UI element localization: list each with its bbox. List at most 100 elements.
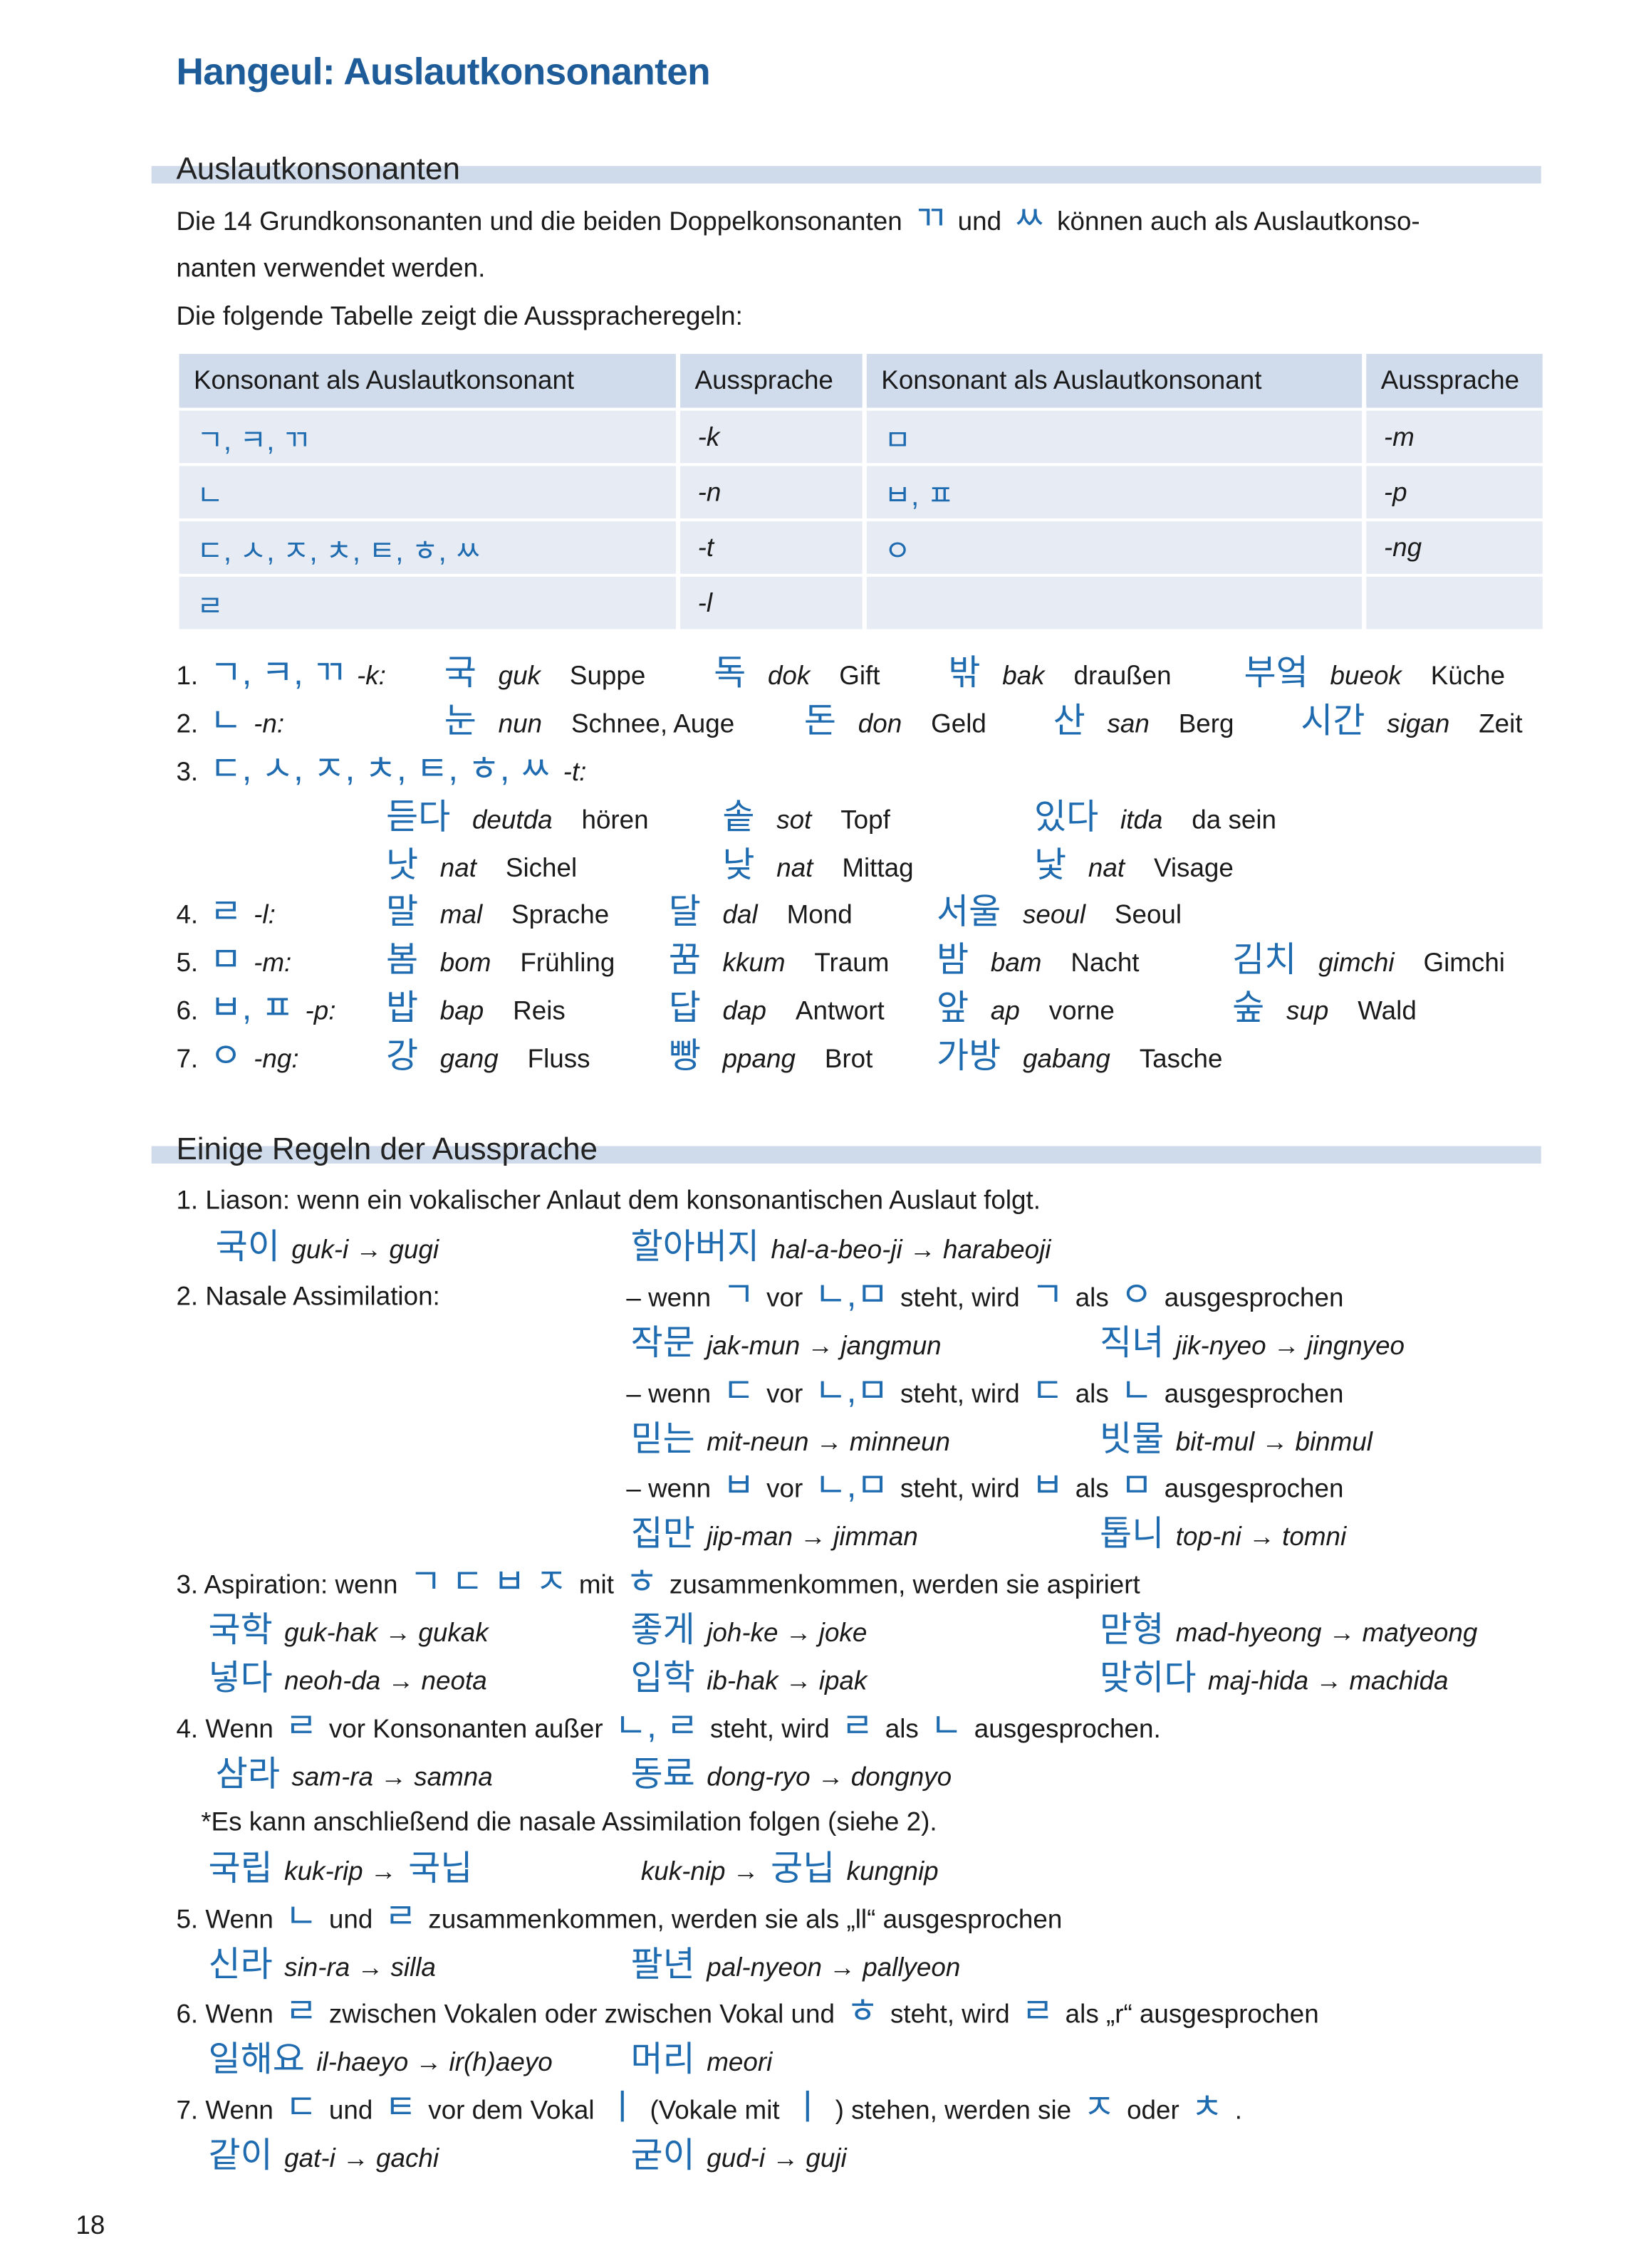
text-line: 5. ㅁ -m: 봄 bom Frühling 꿈 kkum Traum 밤 bam Nacht 김… <box>0 941 1646 981</box>
paragraph-line: Die folgende Tabelle zeigt die Aussprach… <box>176 296 742 336</box>
rule-chunk: 5. Wenn ㄴ und ㄹ zusammenkommen, werden s… <box>176 1898 1062 1938</box>
hangul-text: 낯 <box>1034 846 1067 886</box>
text: 6. Wenn <box>176 1999 274 2029</box>
consonant-cell <box>866 576 1363 629</box>
romanization: nun <box>498 709 543 738</box>
text-line: 삼라 sam-ra → samna 동료 dong-ryo → dongnyo <box>0 1755 1646 1795</box>
rule-chunk: 동료 dong-ryo → dongnyo <box>626 1755 952 1795</box>
romanization: ap <box>990 995 1020 1025</box>
romanization: -l: <box>254 899 276 929</box>
text: Geld <box>931 709 986 738</box>
example-item: 시간 sigan Zeit <box>1296 702 1522 743</box>
text: ausgesprochen <box>1164 1282 1344 1312</box>
text-line: 2. ㄴ -n: 눈 nun Schnee, Auge 돈 don Geld 산 san Berg… <box>0 702 1646 743</box>
hangul-text: ㄱ ㄷ ㅂ ㅈ <box>409 1562 568 1602</box>
text: als <box>1075 1379 1109 1409</box>
pronunciation-cell: -m <box>1366 410 1543 464</box>
hangul-text: ㅌ <box>384 2088 417 2128</box>
rule-chunk: – wenn ㅂ vor ㄴ,ㅁ steht, wird ㅂ als ㅁ aus… <box>626 1466 1343 1507</box>
hangul-text: ㄹ <box>841 1706 874 1747</box>
text: und <box>328 1904 373 1934</box>
table-header: Konsonant als Auslautkonsonant <box>179 353 676 408</box>
pronunciation-cell <box>1366 576 1543 629</box>
hangul-text: ㄱ, ㅋ, ㄲ <box>209 654 345 694</box>
text: Reis <box>513 995 566 1025</box>
hangul-text: 일해요 <box>208 2040 305 2080</box>
example-item: 앞 ap vorne <box>932 989 1115 1030</box>
example-item: 강 gang Fluss <box>382 1037 590 1077</box>
example-item: 독 dok Gift <box>709 654 880 694</box>
text: Mond <box>786 899 853 929</box>
consonant-cell: ㄱ, ㅋ, ㄲ <box>179 410 676 464</box>
text: 4. <box>176 899 199 929</box>
rule-chunk: 입학 ib-hak → ipak <box>626 1658 868 1699</box>
hangul-text: ㄹ <box>1021 1992 1054 2032</box>
rule-chunk: 믿는 mit-neun → minneun <box>626 1420 950 1460</box>
rule-chunk: 7. Wenn ㄷ und ㅌ vor dem Vokal ㅣ (Vokale … <box>176 2089 1242 2129</box>
text: – wenn <box>626 1282 712 1312</box>
example-label: 5. ㅁ -m: <box>176 941 291 981</box>
section-band <box>151 1146 1541 1164</box>
hangul-text: 김치 <box>1232 941 1297 981</box>
romanization: sin-ra → silla <box>284 1953 436 1982</box>
text-line: – wenn ㅂ vor ㄴ,ㅁ steht, wird ㅂ als ㅁ aus… <box>0 1466 1646 1507</box>
hangul-text: 답 <box>668 988 701 1028</box>
text: steht, wird <box>709 1714 830 1743</box>
hangul-text: ㅁ <box>1120 1466 1153 1506</box>
rule-chunk: 국이 guk-i → gugi <box>212 1228 439 1268</box>
rule-chunk: 4. Wenn ㄹ vor Konsonanten außer ㄴ, ㄹ ste… <box>176 1707 1160 1747</box>
romanization: -n: <box>254 709 285 738</box>
text: 2. Nasale Assimilation: <box>176 1281 440 1311</box>
text: – wenn <box>626 1473 712 1503</box>
romanization: bueok <box>1330 661 1402 691</box>
hangul-text: 톱니 <box>1100 1514 1165 1554</box>
text: draußen <box>1073 661 1172 691</box>
hangul-text: 국학 <box>208 1610 273 1651</box>
hangul-text: 낫 <box>385 846 419 886</box>
hangul-text: 머리 <box>630 2040 695 2080</box>
example-item: 산 san Berg <box>1048 702 1234 743</box>
hangul-text: ㄱ <box>722 1275 755 1315</box>
hangul-text: 팔년 <box>630 1945 695 1985</box>
text: als <box>1075 1282 1109 1312</box>
rule-chunk: 같이 gat-i → gachi <box>204 2136 439 2177</box>
consonant-cell: ㅁ <box>866 410 1363 464</box>
text-line: 6. Wenn ㄹ zwischen Vokalen oder zwischen… <box>0 1992 1646 2033</box>
romanization: mal <box>439 899 483 929</box>
hangul-text: 빵 <box>668 1037 701 1077</box>
hangul-text: 신라 <box>208 1945 273 1985</box>
hangul-text: 말 <box>385 892 419 932</box>
pronunciation-cell: -k <box>680 410 863 464</box>
text: hören <box>581 805 649 835</box>
text: Seoul <box>1114 899 1182 929</box>
rule-chunk: 넣다 neoh-da → neota <box>204 1658 486 1699</box>
hangul-text: ㅇ <box>1120 1275 1153 1315</box>
table-header-row: Konsonant als Auslautkonsonant Aussprach… <box>179 353 1543 408</box>
example-item: 밥 bap Reis <box>382 989 566 1030</box>
text-line: 5. Wenn ㄴ und ㄹ zusammenkommen, werden s… <box>0 1898 1646 1938</box>
text: vor <box>766 1379 803 1409</box>
consonant-cell: ㄹ <box>179 576 676 629</box>
text: vor <box>766 1282 803 1312</box>
pronunciation-table: Konsonant als Auslautkonsonant Aussprach… <box>175 351 1546 632</box>
rule-chunk: 일해요 il-haeyo → ir(h)aeyo <box>204 2040 552 2081</box>
table-row: ㄴ -n ㅂ, ㅍ -p <box>179 466 1543 519</box>
text: Schnee, Auge <box>571 709 735 738</box>
hangul-text: 국이 <box>215 1228 281 1268</box>
text-line: 넣다 neoh-da → neota 입학 ib-hak → ipak 맞히다 ma… <box>0 1658 1646 1699</box>
example-item: 답 dap Antwort <box>665 989 885 1030</box>
example-item: 숲 sup Wald <box>1228 989 1417 1030</box>
text: Sprache <box>511 899 610 929</box>
romanization: meori <box>707 2047 773 2077</box>
rule-chunk: 1. Liason: wenn ein vokalischer Anlaut d… <box>176 1180 1041 1221</box>
hangul-text: 봄 <box>385 941 419 981</box>
consonant-cell: ㄴ <box>179 466 676 519</box>
text: 2. <box>176 709 199 738</box>
table-header: Aussprache <box>1366 353 1543 408</box>
romanization: sot <box>776 805 812 835</box>
rule-chunk: – wenn ㄱ vor ㄴ,ㅁ steht, wird ㄱ als ㅇ aus… <box>626 1276 1343 1317</box>
pronunciation-cell: -l <box>680 576 863 629</box>
example-item: 봄 bom Frühling <box>382 941 615 981</box>
romanization: kuk-nip → <box>640 1856 759 1886</box>
hangul-text: ㄴ,ㅁ <box>814 1466 889 1506</box>
